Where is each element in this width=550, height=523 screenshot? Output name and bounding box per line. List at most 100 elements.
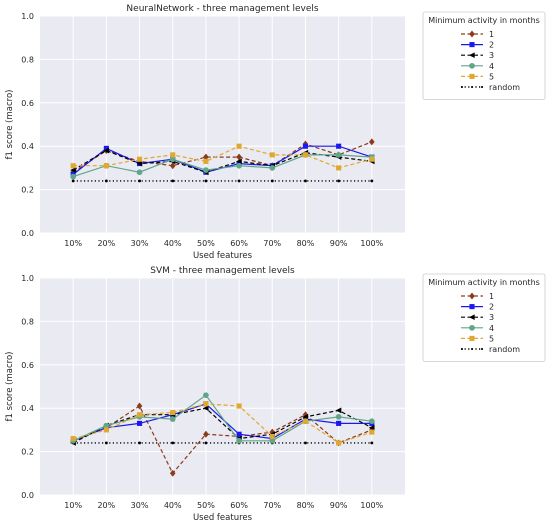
legend-marker [469,335,475,341]
x-tick-label: 50% [197,501,215,510]
legend-2: Minimum activity in months 1 23 45 random [422,273,546,362]
legend-marker [469,314,475,321]
data-point [169,162,176,170]
data-point [169,469,176,477]
y-tick-label: 0.6 [21,99,34,108]
plot-area [40,278,405,495]
legend-marker [469,62,475,69]
legend-marker [460,85,464,89]
x-tick-label: 10% [64,501,82,510]
data-point [70,163,76,169]
legend-label: 4 [489,62,494,71]
x-tick-label: 30% [131,239,149,248]
x-tick-label: 20% [97,239,115,248]
data-point [136,160,143,167]
legend-marker [470,347,474,351]
y-tick-label: 0.6 [21,361,34,370]
legend-marker [469,304,475,310]
data-point [236,162,242,169]
y-tick-label: 0.8 [21,55,34,64]
x-tick-label: 50% [197,239,215,248]
data-point [136,420,143,426]
legend-label: 3 [489,313,494,322]
series-line [73,154,372,178]
data-point [103,422,110,429]
data-point [169,416,176,422]
x-tick-label: 90% [330,501,348,510]
legend-label: 2 [489,303,494,312]
data-point [203,430,209,438]
data-point [136,156,143,162]
data-point [236,403,242,409]
chart-panel-1: 0.0 0.2 0.4 0.6 0.8 1.0 10% 20% 30% 40% 50% 60% 70% 8… [5,4,405,261]
data-point [370,441,374,445]
data-point [203,401,209,407]
data-point [70,436,76,442]
data-point [369,429,375,435]
x-tick-label: 70% [263,239,281,248]
legend-marker [469,73,475,79]
x-tick-label: 10% [64,239,82,248]
x-tick-label: 40% [164,239,182,248]
legend-marker [460,347,464,351]
data-point [270,179,274,183]
data-point [170,152,176,158]
data-point [203,158,209,164]
y-tick-label: 0.2 [21,186,34,195]
legend-1: Minimum activity in months 1 23 45 random [422,11,546,100]
y-tick-label: 0.8 [21,317,34,326]
x-tick-label: 60% [230,501,248,510]
data-point [104,179,108,183]
data-point [304,179,307,183]
data-point [335,152,342,158]
data-point [103,427,109,433]
data-point [369,156,375,162]
data-point [171,441,175,445]
data-point [236,431,242,437]
chart-title: SVM - three management levels [150,266,295,276]
x-tick-label: 40% [164,501,182,510]
chart-panel-2: 0.0 0.2 0.4 0.6 0.8 1.0 10% 20% 30% 40% 50% 60% 70% 8… [5,266,405,523]
legend-marker [469,52,475,59]
data-point [269,433,275,439]
series-line [72,394,372,442]
data-point [70,173,77,180]
data-point [236,158,242,165]
legend-marker [469,30,475,38]
series-line [72,403,372,442]
data-point [170,409,176,416]
x-tick-label: 90% [330,239,348,248]
data-point [370,179,374,183]
legend-box [422,273,546,362]
legend-marker [480,85,484,89]
data-point [269,152,275,158]
data-point [204,441,208,445]
legend-label: 4 [489,324,494,333]
data-point [336,165,342,171]
data-point [302,418,309,424]
series-5 [70,143,375,171]
legend-marker [469,292,475,300]
y-tick-label: 0.4 [21,142,34,151]
data-point [136,402,143,410]
data-point [269,165,276,171]
y-axis-label: f1 score (macro) [5,352,15,422]
data-point [236,437,242,444]
x-tick-label: 100% [360,501,383,510]
data-point [236,143,242,149]
data-point [136,169,143,176]
data-point [136,412,143,418]
legend-title: Minimum activity in months [428,278,540,287]
series-line [73,145,372,169]
x-tick-label: 60% [230,239,248,248]
legend-marker [470,85,474,89]
data-point [169,156,176,163]
data-point [70,167,76,173]
series-random [71,179,374,183]
x-tick-label: 80% [297,239,315,248]
plot-area [40,16,405,233]
data-point [103,163,109,169]
y-tick-label: 1.0 [21,274,34,283]
data-point [336,420,342,426]
y-tick-label: 1.0 [21,12,34,21]
